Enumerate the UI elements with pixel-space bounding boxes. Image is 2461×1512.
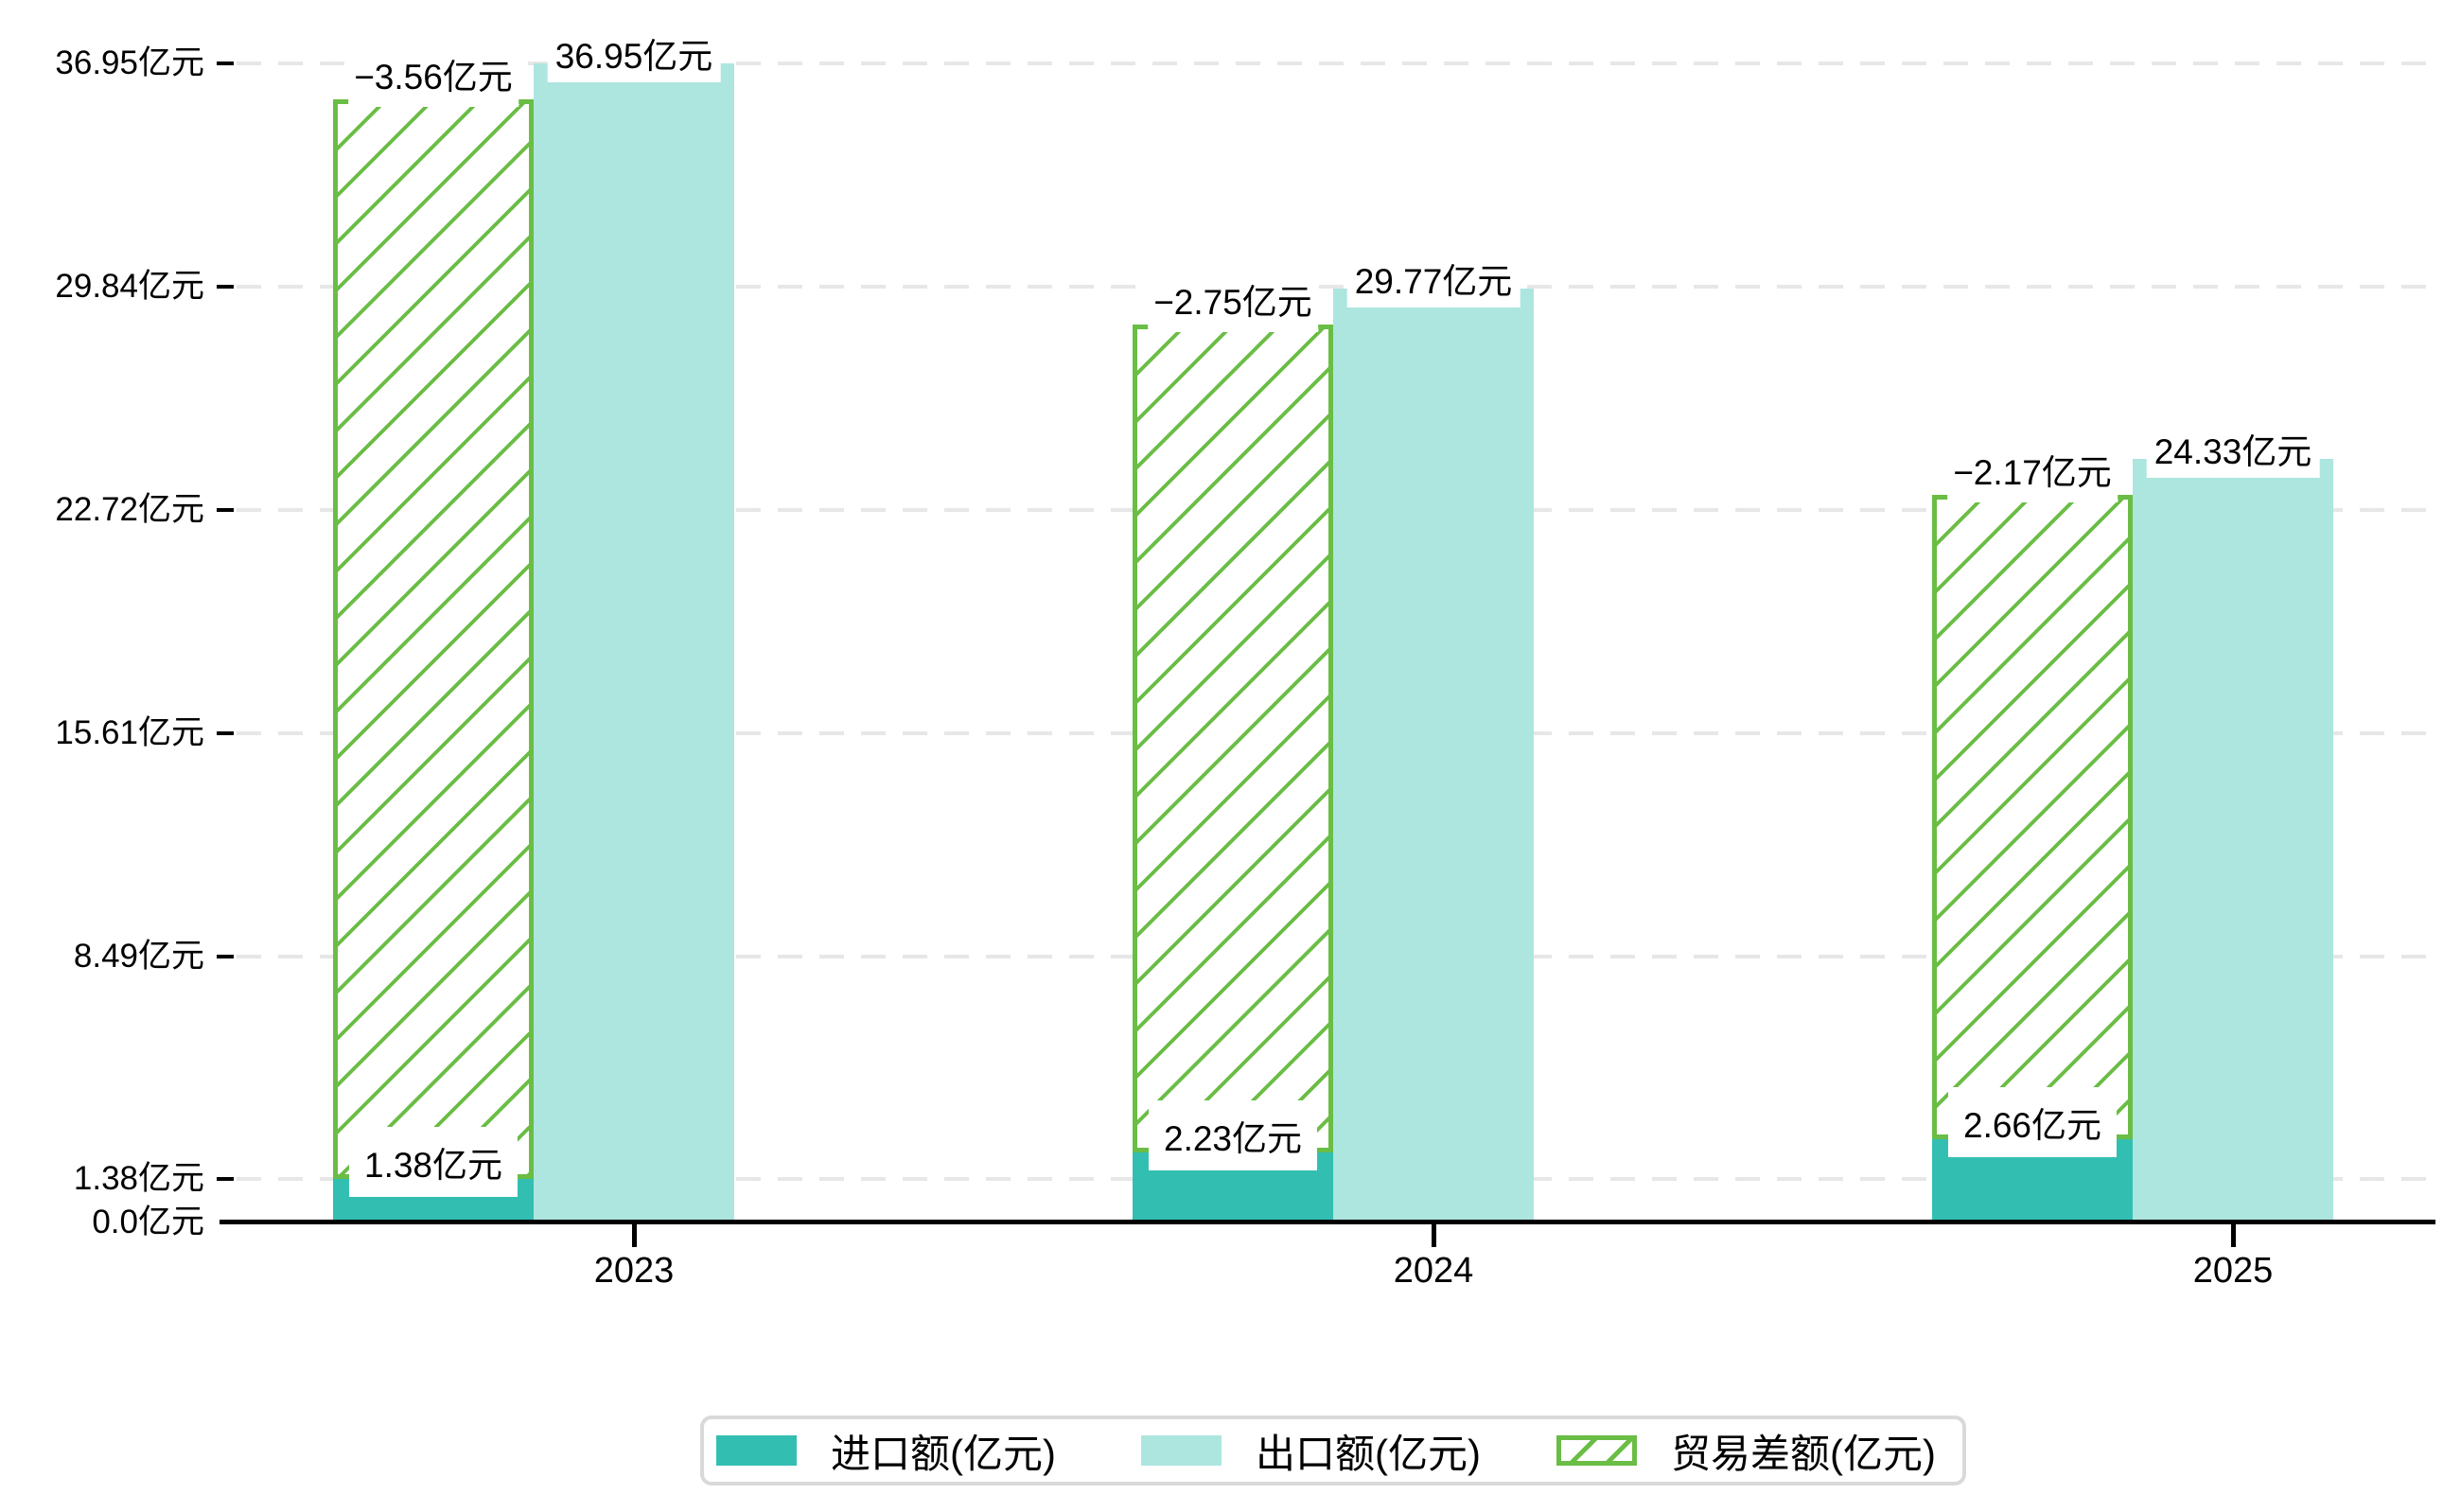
trade-balance-series-swatch <box>1556 1435 1637 1466</box>
trade-balance-value-label: −3.56亿元 <box>348 41 519 108</box>
y-axis-tick-label: 22.72亿元 <box>55 490 204 528</box>
legend-label: 出口额(亿元) <box>1255 1431 1481 1476</box>
x-axis-category-label: 2024 <box>1393 1251 1474 1291</box>
legend-label: 进口额(亿元) <box>831 1431 1056 1476</box>
import-value-label: 2.66亿元 <box>1947 1086 2118 1157</box>
y-axis-tick-label: 29.84亿元 <box>55 267 204 305</box>
y-axis-tick <box>217 62 234 66</box>
export-value-label: 29.77亿元 <box>1346 249 1521 308</box>
import-value-label: 2.23亿元 <box>1148 1100 1318 1171</box>
y-axis-tick-label: 8.49亿元 <box>73 937 204 975</box>
y-axis-tick-label: 1.38亿元 <box>73 1160 204 1198</box>
legend-item-import[interactable]: 进口额(亿元) <box>716 1422 1056 1480</box>
legend-item-export[interactable]: 出口额(亿元) <box>1140 1422 1481 1480</box>
trade-balance-value-label: −2.75亿元 <box>1148 266 1318 333</box>
x-axis-tick <box>1432 1222 1436 1247</box>
export-bar <box>2133 459 2333 1224</box>
export-value-label: 36.95亿元 <box>547 24 721 83</box>
gridline <box>237 62 2435 66</box>
export-series-swatch <box>1140 1435 1222 1466</box>
y-axis-tick-label: 0.0亿元 <box>92 1204 204 1240</box>
x-axis-tick <box>632 1222 637 1247</box>
trade-balance-hatch-bar <box>1133 325 1333 1153</box>
import-series-swatch <box>716 1435 797 1466</box>
y-axis-tick <box>217 954 234 958</box>
y-axis-tick-label: 36.95亿元 <box>55 44 204 82</box>
trade-balance-value-label: −2.17亿元 <box>1947 436 2118 503</box>
y-axis-tick-label: 15.61亿元 <box>55 713 204 751</box>
trade-balance-hatch-bar <box>1932 495 2133 1139</box>
export-bar <box>1333 289 1534 1224</box>
export-bar <box>534 63 734 1224</box>
x-axis-line <box>220 1220 2435 1224</box>
legend: 进口额(亿元) 出口额(亿元) 贸易差额(亿元) <box>700 1415 1966 1486</box>
y-axis-tick <box>217 730 234 735</box>
y-axis-tick <box>217 284 234 289</box>
x-axis-tick <box>2231 1222 2236 1247</box>
x-axis-category-label: 2025 <box>2192 1251 2274 1291</box>
trade-balance-hatch-bar <box>333 99 534 1180</box>
x-axis-category-label: 2023 <box>593 1251 675 1291</box>
import-value-label: 1.38亿元 <box>348 1127 519 1198</box>
legend-label: 贸易差额(亿元) <box>1670 1431 1936 1476</box>
y-axis-tick <box>217 1177 234 1182</box>
gridline <box>237 284 2435 289</box>
y-axis-tick <box>217 507 234 512</box>
legend-item-balance[interactable]: 贸易差额(亿元) <box>1556 1422 1936 1480</box>
export-value-label: 24.33亿元 <box>2146 419 2320 479</box>
